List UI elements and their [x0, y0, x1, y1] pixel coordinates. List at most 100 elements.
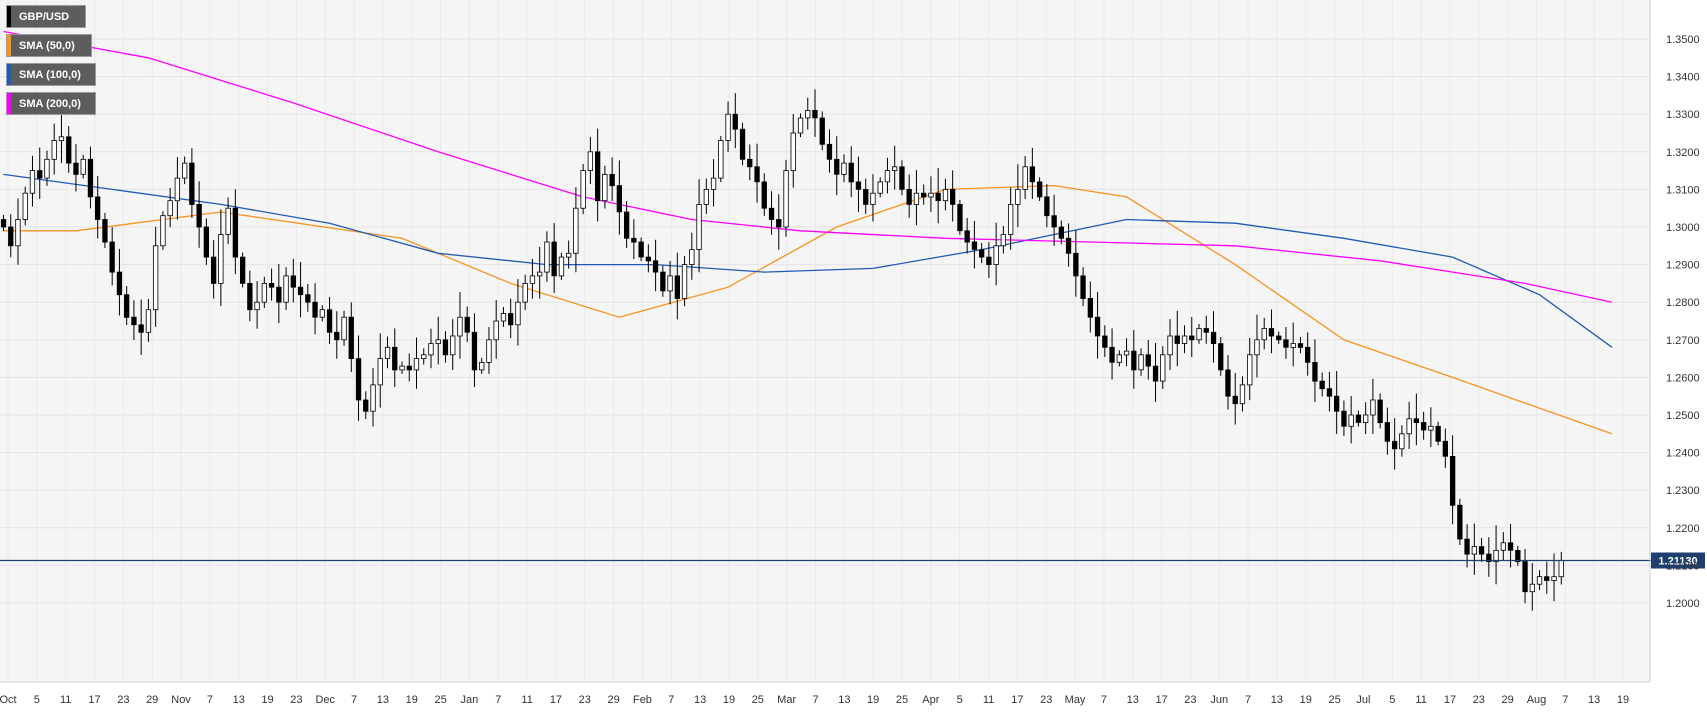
- candle: [348, 302, 354, 372]
- candle: [1037, 177, 1043, 201]
- candle-body: [1529, 583, 1535, 593]
- candle: [667, 261, 673, 305]
- candle-body: [1341, 410, 1347, 427]
- candle-body: [261, 282, 268, 303]
- candle-body: [1131, 350, 1137, 371]
- candle-body: [319, 309, 326, 318]
- legend-label: SMA (100,0): [19, 68, 81, 81]
- candle-body: [1355, 414, 1362, 423]
- candle: [1261, 317, 1267, 350]
- candle-body: [681, 264, 688, 299]
- candle-body: [1442, 440, 1448, 457]
- candle: [109, 227, 115, 286]
- x-tick-label: 13: [1588, 694, 1600, 706]
- candle: [1268, 309, 1275, 354]
- candle-body: [1218, 343, 1224, 371]
- candle-body: [247, 282, 253, 311]
- candle-body: [805, 110, 811, 119]
- candle: [1051, 194, 1057, 246]
- candle: [413, 337, 420, 389]
- candle: [0, 214, 7, 232]
- y-tick-label: 1.3300: [1666, 109, 1700, 121]
- candle-body: [1094, 316, 1101, 337]
- candle-body: [609, 173, 615, 187]
- x-tick-label: 7: [1245, 694, 1251, 706]
- candle-body: [863, 188, 869, 205]
- candle: [1399, 425, 1405, 457]
- candle-body: [1500, 542, 1506, 551]
- legend-label: GBP/USD: [19, 10, 70, 23]
- candle-body: [1457, 504, 1463, 540]
- candle: [312, 283, 318, 335]
- candle: [218, 209, 224, 307]
- candle: [1196, 324, 1202, 344]
- candle: [1181, 325, 1188, 354]
- candle: [1297, 336, 1304, 354]
- y-tick-label: 1.3100: [1666, 184, 1700, 196]
- candle-body: [660, 271, 666, 292]
- candle-body: [181, 162, 188, 179]
- candle: [754, 143, 760, 203]
- legend-item-gbpusd[interactable]: GBP/USD: [6, 5, 86, 28]
- candle: [819, 111, 825, 151]
- x-tick-label: Apr: [922, 694, 939, 706]
- candle-body: [1486, 553, 1492, 562]
- candle: [1312, 339, 1318, 402]
- legend: GBP/USD SMA (50,0) SMA (100,0) SMA (200,…: [6, 5, 96, 121]
- candle-body: [515, 301, 521, 326]
- candle-body: [189, 162, 195, 205]
- candle: [392, 328, 398, 387]
- candle: [812, 89, 818, 137]
- candle: [1123, 338, 1130, 367]
- candle-body: [1551, 576, 1557, 581]
- candle: [725, 101, 731, 153]
- price-tag-label: 1.21130: [1658, 556, 1697, 568]
- candle-body: [566, 252, 572, 258]
- x-tick-label: Jun: [1210, 694, 1228, 706]
- legend-item-sma100[interactable]: SMA (100,0): [6, 63, 96, 86]
- candle: [297, 261, 304, 318]
- candle: [558, 252, 565, 280]
- candle: [1109, 328, 1115, 380]
- candle-body: [225, 207, 231, 235]
- candle: [1457, 498, 1463, 546]
- candle: [1167, 319, 1173, 371]
- candle-body: [1363, 414, 1369, 423]
- candle-body: [8, 226, 14, 247]
- candle: [210, 240, 217, 299]
- candle: [44, 150, 50, 186]
- candle-body: [732, 113, 738, 130]
- candle-body: [1065, 237, 1072, 254]
- candle: [537, 246, 543, 299]
- candle-body: [377, 358, 383, 386]
- candle-body: [413, 358, 420, 371]
- candle-body: [80, 158, 86, 175]
- candle: [1428, 407, 1434, 448]
- candle: [377, 333, 383, 408]
- candle: [906, 174, 912, 218]
- candle: [587, 136, 593, 184]
- candle-body: [232, 207, 239, 258]
- x-tick-label: May: [1065, 694, 1086, 706]
- x-tick-label: 19: [723, 694, 735, 706]
- candle-body: [674, 275, 680, 299]
- candle-body: [1008, 203, 1014, 235]
- candle-body: [1058, 226, 1064, 239]
- candle-body: [486, 339, 492, 363]
- x-tick-label: 23: [1473, 694, 1485, 706]
- x-tick-label: 11: [60, 694, 71, 706]
- legend-item-sma50[interactable]: SMA (50,0): [6, 34, 92, 57]
- y-tick-label: 1.2300: [1666, 485, 1700, 497]
- legend-item-sma200[interactable]: SMA (200,0): [6, 92, 96, 115]
- candle-body: [1421, 422, 1427, 431]
- candle: [181, 156, 188, 185]
- legend-swatch: [7, 6, 11, 27]
- candle: [674, 252, 680, 320]
- x-tick-label: 25: [752, 694, 764, 706]
- candle-body: [363, 399, 369, 412]
- candle-body: [1522, 561, 1528, 593]
- candle: [442, 331, 449, 363]
- x-tick-label: 7: [351, 694, 357, 706]
- candle: [1210, 311, 1217, 363]
- candle: [37, 147, 43, 199]
